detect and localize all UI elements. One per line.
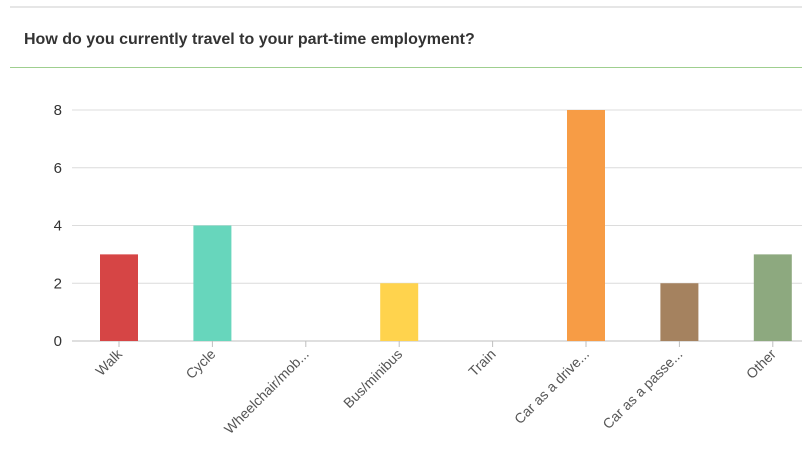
x-axis: Walk Cycle Wheelchair/mob... Bus/minibus Tra…	[92, 341, 779, 437]
y-tick-label: 8	[54, 102, 62, 119]
bar-other[interactable]	[753, 254, 792, 341]
bars	[100, 110, 792, 341]
y-tick-label: 6	[54, 160, 62, 177]
bar-walk[interactable]	[100, 254, 138, 341]
x-category-label: Cycle	[182, 346, 218, 382]
bar-car-as-a-passe[interactable]	[660, 283, 699, 341]
title-divider	[10, 67, 802, 68]
chart-title: How do you currently travel to your part…	[24, 31, 475, 48]
x-category-label: Train	[465, 346, 499, 380]
x-category-label: Wheelchair/mob...	[221, 346, 312, 437]
card-top-border	[10, 6, 802, 8]
bar-cycle[interactable]	[193, 225, 232, 342]
y-tick-label: 4	[54, 218, 62, 235]
bar-car-as-a-drive[interactable]	[567, 110, 605, 341]
x-category-label: Walk	[92, 345, 126, 379]
y-tick-label: 0	[54, 333, 62, 350]
y-axis: 0 2 4 6 8	[54, 102, 62, 350]
x-category-label: Car as a drive...	[511, 346, 592, 427]
y-tick-label: 2	[54, 275, 62, 292]
x-category-label: Other	[743, 346, 779, 382]
bar-bus-minibus[interactable]	[380, 283, 419, 341]
x-category-label: Car as a passe...	[599, 346, 685, 432]
x-category-label: Bus/minibus	[340, 346, 405, 411]
